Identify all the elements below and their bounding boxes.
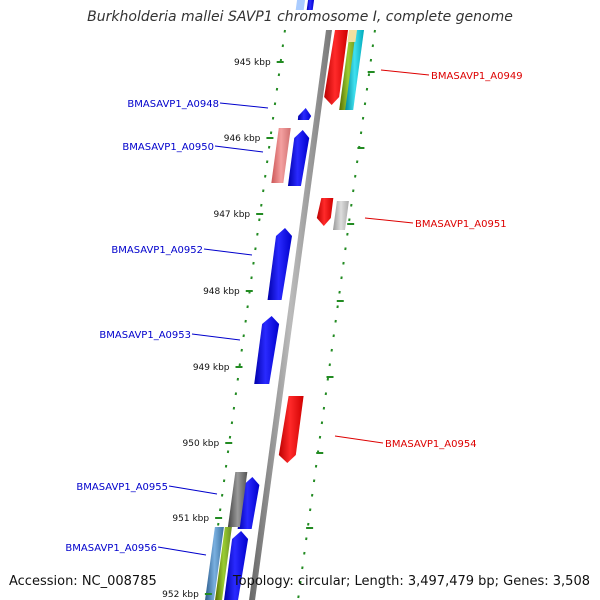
gene-label-text[interactable]: BMASAVP1_A0953 [99,330,191,341]
feature-block [339,30,357,110]
right-tick-rail [297,29,376,599]
gene-label-bmasavp1-a0956[interactable]: BMASAVP1_A0956 [65,543,207,556]
feature-block [227,472,248,527]
gene-label-text[interactable]: BMASAVP1_A0949 [431,71,523,82]
backbone-bar [249,30,332,600]
tick-label: 951 kbp [172,514,209,524]
tick-labels: 945 kbp 946 kbp 947 kbp 948 kbp 949 kbp 950 k… [162,58,375,600]
tick-label: 952 kbp [162,590,199,600]
tick-label: 950 kbp [183,439,220,449]
map-title: Burkholderia mallei SAVP1 chromosome I, … [87,9,513,25]
gene-a0950-arrow [287,130,310,186]
leader-line [191,333,241,341]
leader-line [364,217,414,224]
tick-label: 949 kbp [193,363,230,373]
genome-summary: Topology: circular; Length: 3,497,479 bp… [232,574,590,589]
gene-label-bmasavp1-a0954[interactable]: BMASAVP1_A0954 [334,435,477,450]
gene-label-bmasavp1-a0949[interactable]: BMASAVP1_A0949 [380,69,523,82]
feature-block [347,30,357,42]
gene-label-text[interactable]: BMASAVP1_A0951 [415,219,507,230]
feature-block [215,527,232,600]
gene-features [205,0,364,600]
gene-label-text[interactable]: BMASAVP1_A0955 [76,482,168,493]
tick-label: 948 kbp [203,287,240,297]
gene-label-bmasavp1-a0950[interactable]: BMASAVP1_A0950 [122,142,264,153]
leader-line [214,145,264,153]
feature-block [345,30,364,110]
gene-label-bmasavp1-a0955[interactable]: BMASAVP1_A0955 [76,482,218,495]
gene-label-text[interactable]: BMASAVP1_A0948 [127,99,219,110]
leader-line [219,102,269,109]
gene-label-text[interactable]: BMASAVP1_A0952 [111,245,203,256]
tick-label: 947 kbp [213,210,250,220]
gene-a0953-arrow [254,316,280,384]
feature-block [295,0,306,10]
leader-line [380,69,430,76]
gene-a0949-arrow [324,30,348,105]
feature-block [306,0,315,10]
leader-line [168,485,218,495]
gene-a0952-arrow [267,228,292,300]
gene-a0951-arrow [316,198,334,226]
leader-line [157,546,207,556]
gene-a0948-arrow [297,108,312,120]
tick-label: 946 kbp [224,134,261,144]
genome-backbone [249,30,332,600]
tick-label: 945 kbp [234,58,271,68]
feature-block [333,201,349,230]
leader-line [334,435,384,444]
gene-a0954-arrow [278,396,304,463]
gene-a0956-arrow [224,531,249,600]
gene-label-text[interactable]: BMASAVP1_A0956 [65,543,157,554]
leader-line [203,248,253,256]
gene-label-text[interactable]: BMASAVP1_A0950 [122,142,214,153]
gene-label-bmasavp1-a0948[interactable]: BMASAVP1_A0948 [127,99,269,110]
gene-label-bmasavp1-a0951[interactable]: BMASAVP1_A0951 [364,217,507,230]
gene-label-text[interactable]: BMASAVP1_A0954 [385,439,477,450]
gene-label-bmasavp1-a0952[interactable]: BMASAVP1_A0952 [111,245,253,256]
gene-labels: BMASAVP1_A0948 BMASAVP1_A0950 BMASAVP1_A09… [65,69,523,556]
feature-block [205,527,224,600]
accession-label: Accession: NC_008785 [9,574,157,589]
gene-label-bmasavp1-a0953[interactable]: BMASAVP1_A0953 [99,330,241,341]
feature-block [271,128,291,183]
